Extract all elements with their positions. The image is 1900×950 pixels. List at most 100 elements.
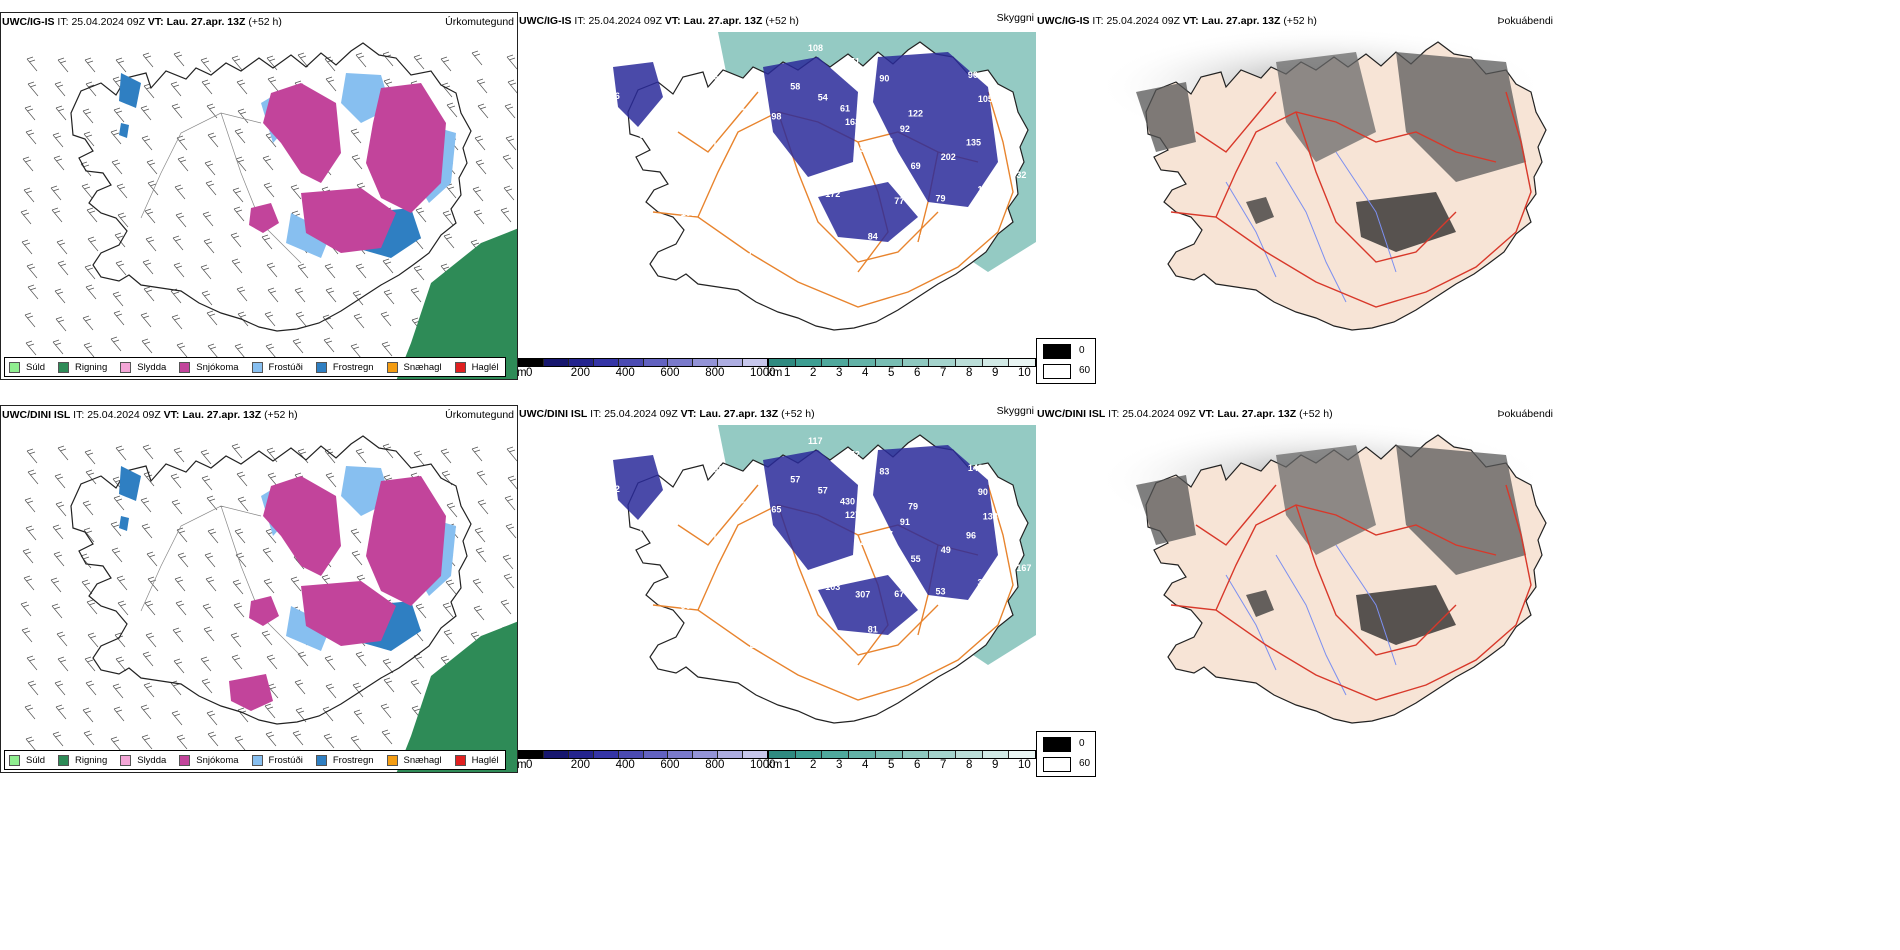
cloud-base-label: 63 <box>680 562 690 572</box>
colorbar-cell <box>955 751 983 758</box>
cloud-base-colorbar: m 0 200 400 600 800 1000 <box>517 750 776 773</box>
legend-swatch <box>315 754 327 766</box>
fog-legend-label: 0 <box>1079 345 1085 356</box>
cloud-base-label: 98 <box>853 167 863 177</box>
fog-legend-label: 60 <box>1079 365 1091 376</box>
colorbar-cell <box>743 359 768 366</box>
precip-legend: Súld Rigning Slydda Snjókoma Frostúði Frostre… <box>4 750 506 770</box>
cloud-base-label: 77 <box>894 196 904 206</box>
cloud-base-label: 53 <box>936 586 946 596</box>
legend-swatch <box>179 754 191 766</box>
cloud-base-label: 127 <box>845 510 860 520</box>
cloud-base-label: 117 <box>978 185 993 195</box>
panel-fog-indicator-igis: UWC/IG-IS IT: 25.04.2024 09Z VT: Lau. 27… <box>1036 12 1556 380</box>
legend-label: Snjókoma <box>196 754 239 766</box>
fog-legend-swatch <box>1043 737 1071 752</box>
cloud-base-label: 108 <box>681 208 696 218</box>
cloud-base-label: 101 <box>708 465 723 475</box>
colorbar-tick: 1 <box>784 367 791 379</box>
snow-area <box>301 581 396 646</box>
legend-label: Haglél <box>471 754 499 766</box>
cloud-base-label: 103 <box>825 582 840 592</box>
cloud-base-area <box>873 52 998 207</box>
colorbar-tick: 3 <box>836 759 843 771</box>
cloud-base-area <box>613 62 663 127</box>
colorbar-tick: 600 <box>660 759 680 771</box>
cloud-base-label: 36 <box>708 72 718 82</box>
cloud-base-label: 52 <box>701 622 711 632</box>
cloud-base-label: 90 <box>879 73 889 83</box>
cloud-base-label: 32 <box>1016 170 1026 180</box>
colorbar-tick: 0 <box>526 367 533 379</box>
colorbar-cell <box>849 359 876 366</box>
snow-area <box>263 83 341 183</box>
colorbar-cell <box>718 359 744 366</box>
fog-map <box>1096 420 1547 724</box>
legend-swatch <box>58 754 70 766</box>
legend-item: Snjókoma <box>179 754 239 766</box>
roads <box>1170 484 1532 701</box>
visibility-colorbar: km 1 2 3 4 5 6 7 8 9 10 <box>767 358 1036 381</box>
colorbar-tick: 3 <box>836 367 843 379</box>
colorbar-cell <box>618 751 644 758</box>
cloud-base-label: 71 <box>850 57 860 67</box>
fog-probability-area <box>1276 52 1376 162</box>
rivers <box>1225 544 1397 696</box>
cloud-base-label: 143 <box>968 463 983 473</box>
cloud-base-label: 92 <box>612 148 622 158</box>
cloud-base-label: 54 <box>818 93 828 103</box>
legend-label: Frostúði <box>268 754 303 766</box>
cloud-base-label: 77 <box>883 529 893 539</box>
colorbar-cell <box>795 359 823 366</box>
colorbar-tick: 5 <box>888 759 895 771</box>
cloud-base-labels: 95 55 54 77 66 105 73 98 69 76 90 84 56 68 52 58 79 92 90 1… <box>595 43 1027 257</box>
panel-header: UWC/IG-IS IT: 25.04.2024 09Z VT: Lau. 27… <box>519 15 799 27</box>
freezing-rain-area <box>119 516 129 531</box>
cloud-base-label: 39 <box>741 500 751 510</box>
colorbar-unit: km <box>767 759 783 771</box>
legend-swatch <box>386 754 398 766</box>
legend-label: Frostregn <box>332 754 374 766</box>
cloud-base-label: 224 <box>758 200 773 210</box>
cloud-base-label: 211 <box>752 551 767 561</box>
legend-label: Súld <box>26 754 46 766</box>
cloud-base-label: 76 <box>639 523 649 533</box>
panel-header: UWC/DINI ISL IT: 25.04.2024 09Z VT: Lau.… <box>2 409 298 421</box>
cloud-base-label: 91 <box>900 517 910 527</box>
iceland-outline <box>70 42 472 332</box>
colorbar-cell <box>902 751 930 758</box>
legend-label: Snæhagl <box>403 361 442 373</box>
legend-item: Súld <box>9 754 46 766</box>
cloud-base-label: 79 <box>936 193 946 203</box>
cloud-base-label: 90 <box>978 487 988 497</box>
cloud-base-label: 108 <box>808 43 823 53</box>
colorbar-cell <box>769 359 796 366</box>
roads <box>140 112 302 264</box>
snow-area <box>249 596 279 626</box>
cloud-base-label: 163 <box>845 117 860 127</box>
freezing-rain-area <box>119 466 141 501</box>
cloud-base-area <box>763 57 858 177</box>
colorbar-cell <box>668 751 694 758</box>
colorbar-tick: 8 <box>966 367 973 379</box>
rain-area <box>396 228 517 379</box>
cloud-base-label: 56 <box>610 91 620 101</box>
colorbar-cell <box>929 751 956 758</box>
cloud-base-label: 77 <box>920 233 930 243</box>
colorbar-tick: 9 <box>992 759 999 771</box>
colorbar-cell <box>1009 359 1036 366</box>
legend-item: Frostregn <box>315 361 374 373</box>
legend-swatch <box>9 754 20 766</box>
cloud-base-label: 110 <box>712 140 727 150</box>
fog-legend-swatch <box>1043 364 1071 379</box>
fog-probability-area <box>1276 445 1376 555</box>
cloud-base-label: 67 <box>894 589 904 599</box>
product-title: Þokuábendi <box>1497 408 1553 420</box>
legend-label: Snæhagl <box>403 754 442 766</box>
rain-area <box>396 621 517 772</box>
freezing-rain-area <box>119 123 129 138</box>
cloud-base-label: 54 <box>752 158 762 168</box>
colorbar-cell <box>982 359 1010 366</box>
colorbar-cell <box>769 751 796 758</box>
colorbar-cell <box>875 751 903 758</box>
